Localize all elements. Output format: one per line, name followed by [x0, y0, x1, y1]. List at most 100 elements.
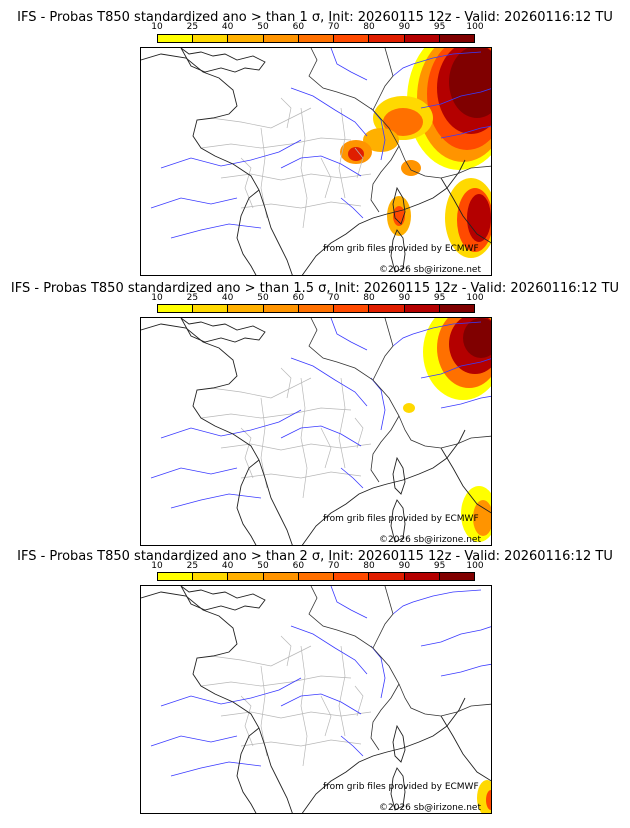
coastline	[301, 429, 466, 545]
country-border	[372, 318, 394, 381]
country-border	[370, 415, 400, 483]
river	[340, 197, 364, 219]
probability-area	[383, 108, 423, 136]
island-sardinia	[390, 499, 406, 543]
region-boundary	[240, 739, 362, 747]
river	[370, 377, 386, 431]
colorbar-tick-label: 50	[257, 293, 269, 303]
credit-copyright: ©2026 sb@irizone.net	[379, 803, 481, 813]
island-corsica	[392, 186, 406, 225]
coastline	[440, 447, 491, 514]
country-border	[370, 683, 400, 751]
river	[340, 467, 364, 489]
river	[160, 139, 302, 169]
colorbar-tick-label: 70	[327, 561, 340, 571]
probability-area	[403, 403, 415, 413]
colorbar-tick-label: 70	[327, 22, 340, 32]
colorbar-segment	[298, 573, 335, 580]
colorbar-ticks: 10 25 40 50 60 70 80 90 95 100	[151, 561, 483, 572]
region-boundary	[200, 675, 352, 687]
panel-title: IFS - Probas T850 standardized ano > tha…	[17, 10, 613, 25]
probability-map: from grib files provided by ECMWF ©2026 …	[140, 47, 492, 276]
river	[370, 645, 386, 699]
colorbar-ticks: 10 25 40 50 60 70 80 90 95 100	[151, 22, 483, 33]
colorbar-segment	[369, 573, 405, 580]
region-boundary	[280, 635, 292, 667]
colorbar-tick-label: 10	[151, 293, 163, 303]
probability-area	[473, 500, 491, 536]
map-canvas	[141, 48, 491, 275]
country-border	[308, 48, 491, 179]
island-sardinia	[390, 767, 406, 811]
colorbar-tick-label: 10	[151, 561, 163, 571]
river	[160, 677, 302, 707]
region-boundary	[220, 711, 372, 719]
region-boundary	[240, 471, 362, 479]
river	[392, 589, 482, 615]
panel-title: IFS - Probas T850 standardized ano > tha…	[10, 281, 620, 296]
river	[170, 761, 262, 777]
coastline	[141, 591, 293, 813]
colorbar	[157, 304, 475, 313]
country-border	[370, 145, 400, 213]
coastline	[301, 697, 466, 813]
river	[392, 51, 482, 77]
credit-source: from grib files provided by ECMWF	[323, 514, 479, 524]
probability-area	[449, 48, 491, 118]
region-boundary	[300, 645, 308, 767]
panel-title: IFS - Probas T850 standardized ano > tha…	[17, 549, 613, 564]
colorbar-segment	[334, 35, 370, 42]
country-border	[308, 318, 491, 449]
region-boundary	[320, 695, 332, 737]
region-boundary	[354, 417, 364, 449]
region-boundary	[320, 157, 332, 199]
colorbar-segment	[404, 35, 440, 42]
region-boundary	[200, 137, 352, 149]
region-boundary	[260, 397, 268, 489]
colorbar-segment	[298, 305, 335, 312]
map-canvas	[141, 318, 491, 545]
coastline	[180, 48, 266, 73]
colorbar-tick-label: 60	[292, 22, 305, 32]
colorbar-segment	[228, 573, 264, 580]
colorbar-segment	[298, 35, 335, 42]
colorbar-segment	[263, 35, 299, 42]
colorbar-segment	[263, 573, 299, 580]
colorbar-segment	[228, 35, 264, 42]
colorbar-tick-label: 40	[221, 561, 234, 571]
colorbar-segment	[158, 573, 194, 580]
colorbar-tick-label: 40	[221, 293, 234, 303]
region-boundary	[280, 97, 292, 129]
region-boundary	[354, 685, 364, 717]
river	[330, 586, 368, 619]
colorbar-tick-label: 95	[433, 293, 446, 303]
coastline	[141, 323, 293, 545]
river	[280, 155, 362, 177]
colorbar-segment	[369, 35, 405, 42]
colorbar-segment	[193, 35, 229, 42]
country-border	[372, 586, 394, 649]
region-boundary	[338, 377, 346, 469]
coastline	[301, 159, 466, 275]
river	[440, 663, 491, 677]
river	[290, 87, 368, 137]
credit-source: from grib files provided by ECMWF	[323, 244, 479, 254]
river	[280, 693, 362, 715]
colorbar-tick-label: 90	[398, 22, 411, 32]
river	[280, 425, 362, 447]
colorbar-tick-label: 40	[221, 22, 234, 32]
probability-map: from grib files provided by ECMWF ©2026 …	[140, 317, 492, 546]
colorbar-ticks: 10 25 40 50 60 70 80 90 95 100	[151, 293, 483, 304]
colorbar-tick-label: 100	[466, 293, 484, 303]
panel-1: IFS - Probas T850 standardized ano > tha…	[0, 0, 630, 276]
colorbar-tick-label: 90	[398, 561, 411, 571]
island-corsica	[392, 456, 406, 495]
region-boundary	[320, 427, 332, 469]
region-boundary	[240, 201, 362, 209]
region-boundary	[338, 107, 346, 199]
region-boundary	[240, 427, 254, 479]
river	[290, 357, 368, 407]
river	[330, 318, 368, 351]
probability-area	[463, 318, 491, 358]
region-boundary	[220, 443, 372, 451]
